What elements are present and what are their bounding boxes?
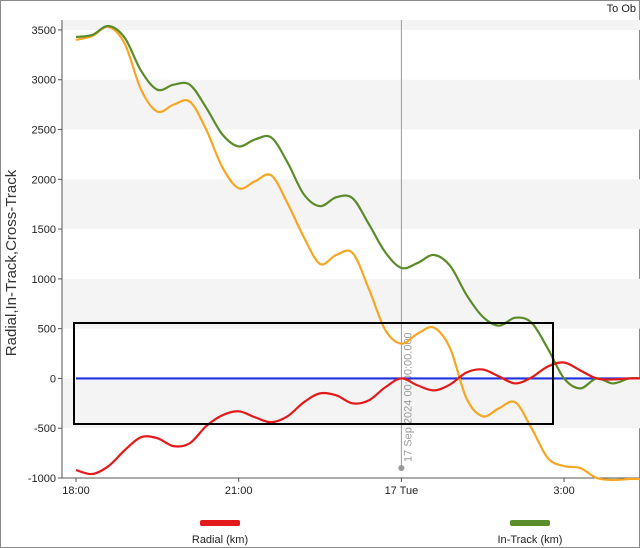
- selection-box[interactable]: [73, 322, 554, 425]
- in-track-line: [75, 24, 640, 390]
- legend-swatch[interactable]: [200, 520, 240, 526]
- x-axis-ticks: 18:00 21:00 17 Tue 3:00: [62, 478, 575, 497]
- y-axis-ticks: -1000 -500 0 500 1000 1500 2000 2500 3000 3500: [28, 25, 62, 485]
- y-tick-label: -1000: [28, 473, 56, 485]
- y-tick-label: 1000: [32, 274, 56, 286]
- series-layer: [75, 24, 640, 482]
- time-cursor: 17 Sep 2024 00:00:00.000: [398, 20, 414, 471]
- y-tick-label: 500: [38, 324, 56, 336]
- radial-line: [75, 361, 640, 476]
- corner-label: To Ob: [606, 3, 636, 15]
- cursor-label: 17 Sep 2024 00:00:00.000: [402, 332, 414, 462]
- y-tick-label: 3500: [32, 25, 56, 37]
- legend-swatch[interactable]: [510, 520, 550, 526]
- grid-band: [62, 79, 640, 130]
- y-tick-label: 1500: [32, 224, 56, 236]
- orange-line: [75, 25, 640, 482]
- y-tick-label: 3000: [32, 75, 56, 87]
- x-tick-label: 21:00: [225, 485, 253, 497]
- x-tick-label: 17 Tue: [385, 485, 419, 497]
- cursor-handle[interactable]: [398, 465, 405, 471]
- legend-label[interactable]: In-Track (km): [498, 534, 563, 546]
- y-axis-label: Radial,In-Track,Cross-Track: [3, 169, 20, 356]
- y-tick-label: 2000: [32, 174, 56, 186]
- legend-label[interactable]: Radial (km): [192, 534, 248, 546]
- y-tick-label: -500: [34, 423, 56, 435]
- y-tick-label: 2500: [32, 125, 56, 137]
- legend: Radial (km) In-Track (km): [192, 520, 563, 546]
- x-tick-label: 3:00: [553, 485, 574, 497]
- grid-band: [62, 20, 640, 30]
- y-tick-label: 0: [50, 373, 56, 385]
- grid-band: [62, 278, 640, 329]
- x-tick-label: 18:00: [62, 485, 90, 497]
- grid-band: [62, 179, 640, 230]
